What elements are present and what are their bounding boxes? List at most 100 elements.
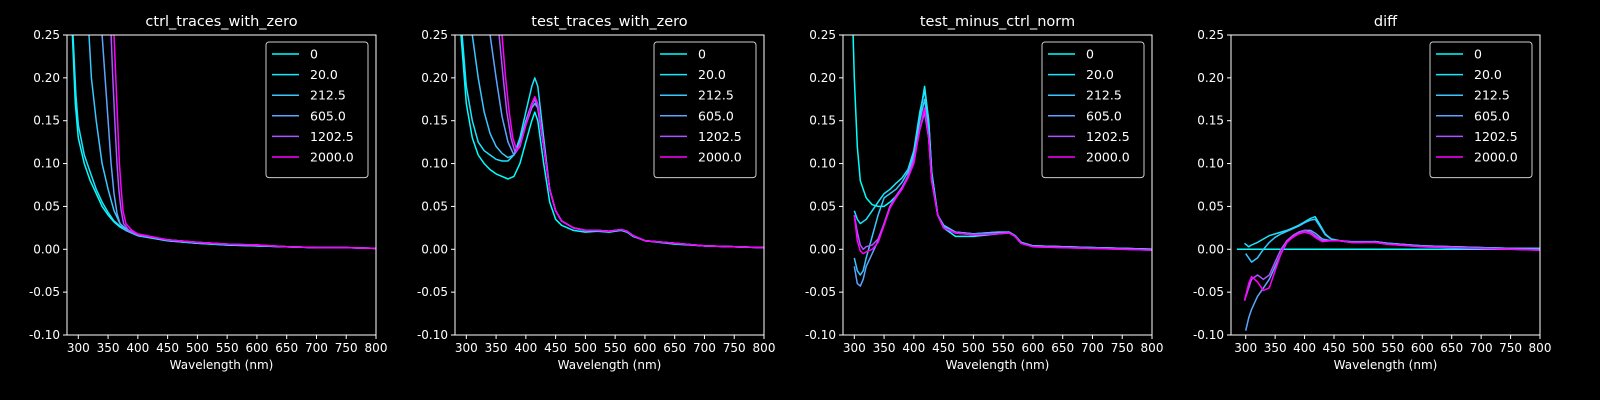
legend-entry: 0 [1474, 47, 1482, 62]
y-tick-label: -0.05 [29, 285, 60, 299]
y-tick-label: 0.15 [1197, 114, 1224, 128]
legend-entry: 605.0 [1086, 108, 1122, 123]
y-tick-label: 0.00 [421, 242, 448, 256]
x-tick-label: 750 [1111, 341, 1134, 355]
series-group [852, 35, 1152, 287]
x-tick-label: 350 [1264, 341, 1287, 355]
x-tick-label: 300 [843, 341, 866, 355]
series-line-4 [1244, 229, 1540, 331]
x-tick-label: 700 [693, 341, 716, 355]
legend-entry: 2000.0 [698, 150, 742, 165]
x-tick-label: 350 [485, 341, 508, 355]
y-tick-label: 0.15 [809, 114, 836, 128]
y-tick-label: 0.20 [1197, 71, 1224, 85]
y-tick-label: -0.10 [417, 328, 448, 342]
x-tick-label: 700 [1081, 341, 1104, 355]
legend-entry: 2000.0 [1474, 150, 1518, 165]
legend: 0 20.0 212.5 605.0 1202.5 2000.0 [653, 41, 757, 179]
legend: 0 20.0 212.5 605.0 1202.5 2000.0 [265, 41, 369, 179]
legend-entry: 605.0 [310, 108, 346, 123]
x-axis-label: Wavelength (nm) [946, 358, 1050, 372]
x-tick-label: 500 [962, 341, 985, 355]
y-tick-label: 0.10 [1197, 157, 1224, 171]
x-tick-label: 400 [126, 341, 149, 355]
series-line-6 [501, 35, 764, 249]
x-tick-label: 650 [1440, 341, 1463, 355]
y-tick-label: -0.05 [805, 285, 836, 299]
axes-frame [1230, 34, 1541, 336]
x-tick-label: 550 [604, 341, 627, 355]
legend-entry: 1202.5 [310, 129, 354, 144]
legend-entry: 1202.5 [1474, 129, 1518, 144]
x-axis-label: Wavelength (nm) [558, 358, 662, 372]
x-tick-label: 750 [723, 341, 746, 355]
x-tick-label: 300 [67, 341, 90, 355]
y-tick-label: 0.05 [421, 199, 448, 213]
legend-entry: 1202.5 [1086, 129, 1130, 144]
y-tick-label: 0.20 [33, 71, 60, 85]
legend: 0 20.0 212.5 605.0 1202.5 2000.0 [1041, 41, 1145, 179]
chart-title: test_traces_with_zero [531, 14, 688, 30]
legend-entry: 0 [698, 47, 706, 62]
chart-panel-4: 300 350 400 450 500 550 600 650 700 750 800 -0.10 -0… [1193, 14, 1552, 372]
x-tick-label: 650 [663, 341, 686, 355]
legend-entry: 20.0 [310, 67, 338, 82]
legend-entry: 20.0 [1474, 67, 1502, 82]
y-tick-label: 0.05 [809, 199, 836, 213]
series-line-6 [853, 107, 1152, 255]
chart-panel-2: 300 350 400 450 500 550 600 650 700 750 800 -0.10 -0… [417, 14, 776, 372]
x-tick-label: 350 [97, 341, 120, 355]
chart-title: diff [1374, 14, 1398, 30]
y-tick-label: 0.20 [421, 71, 448, 85]
chart-title: test_minus_ctrl_norm [920, 14, 1075, 30]
y-tick-label: -0.10 [29, 328, 60, 342]
y-tick-label: 0.10 [421, 157, 448, 171]
series-group [460, 35, 764, 249]
series-line-6 [113, 35, 376, 250]
legend-frame [1429, 41, 1533, 179]
y-tick-label: 0.25 [1197, 28, 1224, 42]
y-tick-label: -0.10 [805, 328, 836, 342]
series-group [1236, 215, 1540, 331]
y-tick-label: 0.25 [421, 28, 448, 42]
x-tick-label: 400 [1293, 341, 1316, 355]
y-tick-label: -0.05 [1193, 285, 1224, 299]
y-tick-label: 0.10 [33, 157, 60, 171]
axes-frame [842, 34, 1153, 336]
x-tick-label: 400 [902, 341, 925, 355]
x-tick-label: 750 [335, 341, 358, 355]
y-tick-label: 0.05 [33, 199, 60, 213]
legend-entry: 212.5 [310, 88, 346, 103]
legend-entry: 212.5 [1474, 88, 1510, 103]
legend-entry: 212.5 [1086, 88, 1122, 103]
legend-entry: 20.0 [1086, 67, 1114, 82]
legend-entry: 605.0 [1474, 108, 1510, 123]
legend-entry: 0 [1086, 47, 1094, 62]
legend-entry: 2000.0 [1086, 150, 1130, 165]
legend-entry: 605.0 [698, 108, 734, 123]
x-tick-label: 450 [1323, 341, 1346, 355]
x-tick-label: 600 [633, 341, 656, 355]
x-tick-label: 600 [245, 341, 268, 355]
chart-panel-1: 300 350 400 450 500 550 600 650 700 750 800 -0.10 -0… [29, 14, 388, 372]
y-tick-label: 0.00 [809, 242, 836, 256]
legend-entry: 1202.5 [698, 129, 742, 144]
y-tick-label: 0.05 [1197, 199, 1224, 213]
legend-entry: 0 [310, 47, 318, 62]
x-tick-label: 600 [1021, 341, 1044, 355]
y-tick-label: -0.05 [417, 285, 448, 299]
x-axis-label: Wavelength (nm) [170, 358, 274, 372]
legend-frame [653, 41, 757, 179]
x-tick-label: 300 [455, 341, 478, 355]
x-tick-label: 550 [1381, 341, 1404, 355]
axes-frame [66, 34, 377, 336]
x-tick-label: 400 [514, 341, 537, 355]
x-tick-label: 550 [216, 341, 239, 355]
x-tick-label: 800 [1529, 341, 1552, 355]
x-tick-label: 350 [873, 341, 896, 355]
y-tick-label: 0.15 [33, 114, 60, 128]
x-tick-label: 800 [1141, 341, 1164, 355]
legend-entry: 212.5 [698, 88, 734, 103]
